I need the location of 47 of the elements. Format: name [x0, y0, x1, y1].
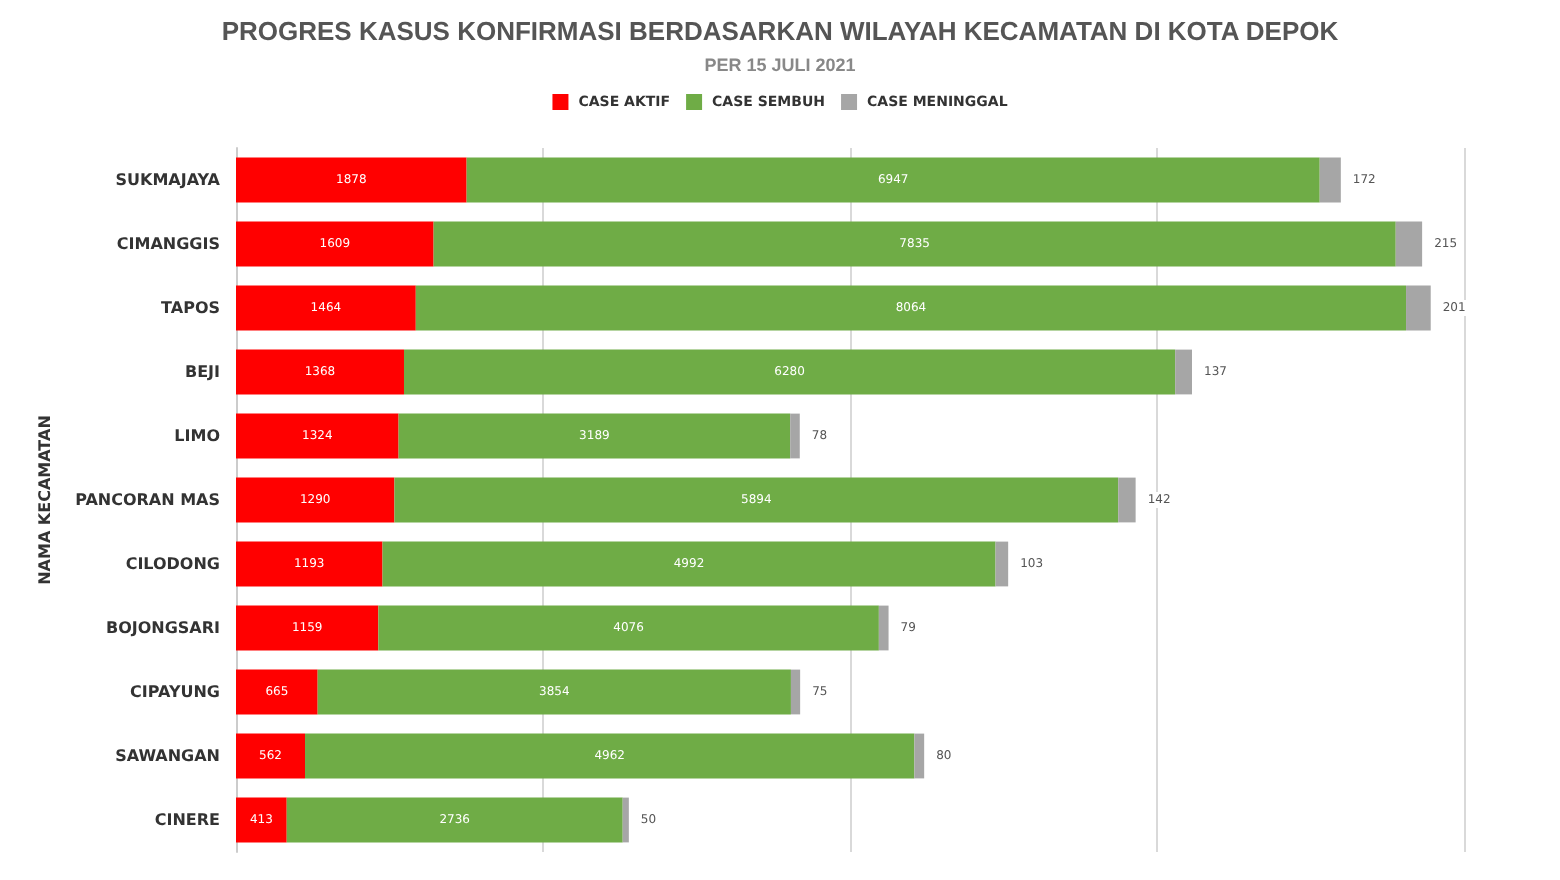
bar: [378, 605, 879, 651]
bar: [1118, 477, 1136, 523]
bar: [1395, 221, 1423, 267]
chart-subtitle: PER 15 JULI 2021: [704, 55, 856, 75]
y-axis-title: NAMA KECAMATAN: [36, 415, 55, 585]
bar: [622, 797, 629, 843]
bar: [415, 285, 1407, 331]
bar: [236, 413, 399, 459]
y-tick-label: CIMANGGIS: [116, 235, 221, 253]
y-tick-label: SUKMAJAYA: [115, 171, 222, 189]
y-tick-label: CILODONG: [125, 555, 220, 573]
bar: [790, 413, 800, 459]
bar: [466, 157, 1320, 203]
bar: [382, 541, 996, 587]
bar: [1319, 157, 1341, 203]
bar: [1175, 349, 1192, 395]
bar: [394, 477, 1119, 523]
bar: [236, 797, 287, 843]
bar: [236, 605, 379, 651]
chart-title: PROGRES KASUS KONFIRMASI BERDASARKAN WILAYAH KECAMATAN DI KOTA DEPOK: [221, 16, 1340, 46]
y-tick-label: PANCORAN MAS: [75, 491, 221, 509]
bar: [433, 221, 1396, 267]
y-tick-label: CIPAYUNG: [130, 683, 220, 701]
bar: [236, 669, 318, 715]
bar: [236, 477, 395, 523]
bar: [236, 733, 306, 779]
bar: [305, 733, 915, 779]
y-tick-label: BEJI: [184, 363, 221, 381]
bar: [914, 733, 925, 779]
y-tick-label: BOJONGSARI: [105, 619, 221, 637]
bar: [398, 413, 791, 459]
bar: [403, 349, 1176, 395]
y-tick-label: CINERE: [154, 811, 220, 829]
bar: [236, 157, 467, 203]
y-tick-label: LIMO: [174, 427, 221, 445]
y-tick-label: SAWANGAN: [115, 747, 220, 765]
bar: [317, 669, 791, 715]
bar: [236, 285, 416, 331]
bar: [790, 669, 801, 715]
bar: [236, 221, 434, 267]
bar: [1406, 285, 1431, 331]
bar: [286, 797, 623, 843]
y-tick-label: TAPOS: [161, 299, 221, 317]
bar: [236, 349, 404, 395]
bar: [995, 541, 1009, 587]
bar: [878, 605, 889, 651]
bar: [236, 541, 383, 587]
